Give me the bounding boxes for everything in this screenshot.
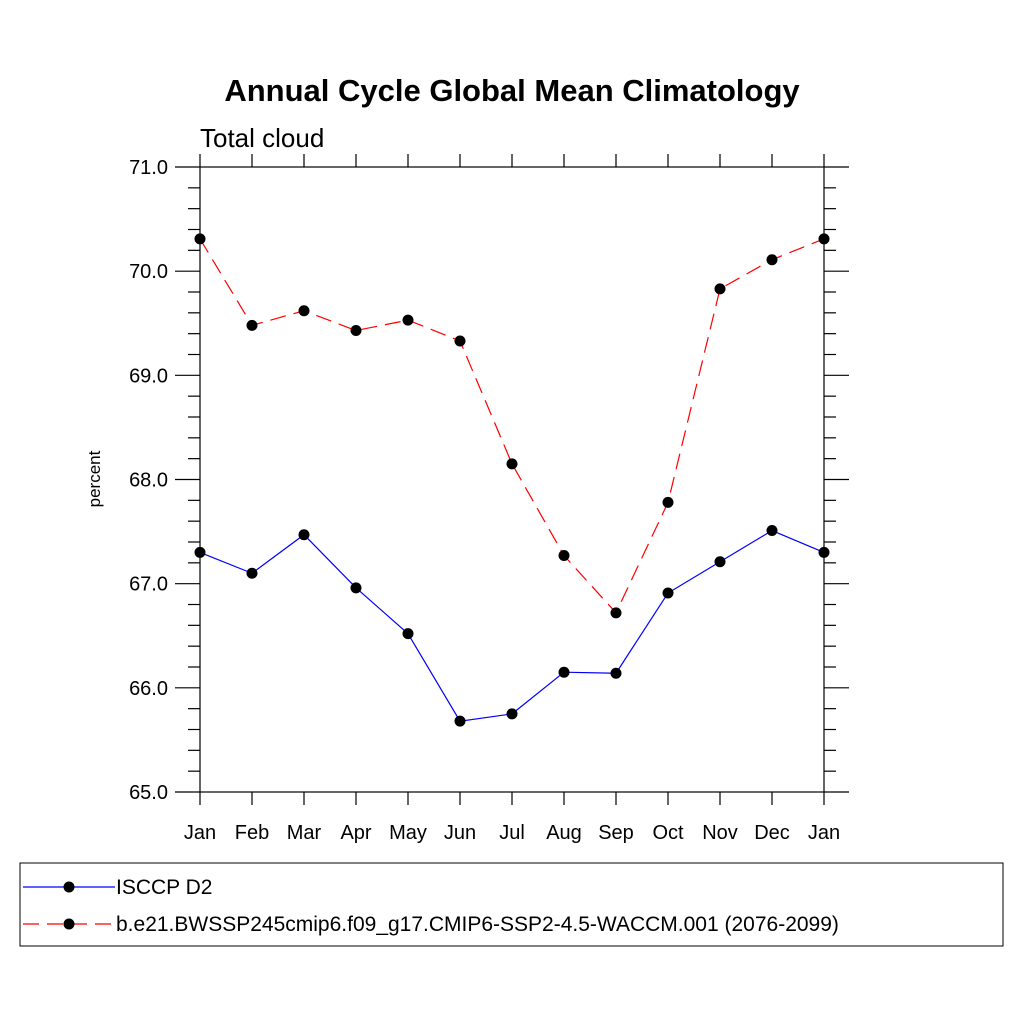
data-point xyxy=(454,335,466,347)
data-point xyxy=(714,556,726,568)
x-tick-label: Aug xyxy=(546,822,582,844)
y-tick-label: 68.0 xyxy=(129,470,168,492)
data-point xyxy=(506,708,518,720)
data-point xyxy=(610,667,622,679)
x-tick-label: Feb xyxy=(235,822,269,844)
plot-area-frame xyxy=(199,166,825,793)
legend-marker xyxy=(63,881,75,893)
data-point xyxy=(558,550,570,562)
x-tick-label: May xyxy=(389,822,427,844)
series-line xyxy=(199,529,825,722)
data-point xyxy=(402,314,414,326)
data-point xyxy=(350,325,362,337)
data-point xyxy=(766,525,778,537)
series-2 xyxy=(194,233,830,619)
x-tick-label: Dec xyxy=(754,822,790,844)
y-axis-label: percent xyxy=(85,450,104,507)
legend-marker xyxy=(63,918,75,930)
tick-labels: Jan Feb Mar Apr May Jun Jul Aug Sep Oct Nov Dec Jan 6… xyxy=(129,157,840,844)
x-tick-label: Jul xyxy=(499,822,525,844)
data-point xyxy=(246,567,258,579)
legend-box xyxy=(19,862,1004,947)
data-point xyxy=(246,319,258,331)
y-tick-label: 71.0 xyxy=(129,157,168,179)
y-tick-label: 70.0 xyxy=(129,261,168,283)
series-line xyxy=(199,238,825,614)
data-point xyxy=(298,529,310,541)
data-point xyxy=(298,305,310,317)
axis-ticks xyxy=(175,154,849,805)
data-point xyxy=(610,607,622,619)
series-1 xyxy=(194,525,830,727)
data-point xyxy=(506,458,518,470)
x-tick-label: Jan xyxy=(184,822,216,844)
x-tick-label: Jun xyxy=(444,822,476,844)
x-tick-label: Apr xyxy=(340,822,371,844)
legend-label: b.e21.BWSSP245cmip6.f09_g17.CMIP6-SSP2-4… xyxy=(116,913,839,936)
legend-label: ISCCP D2 xyxy=(116,876,212,899)
x-tick-label: Nov xyxy=(702,822,738,844)
legend: ISCCP D2 b.e21.BWSSP245cmip6.f09_g17.CMIP… xyxy=(19,862,1004,947)
series-layer xyxy=(194,233,830,727)
data-point xyxy=(402,628,414,640)
y-tick-label: 69.0 xyxy=(129,365,168,387)
x-tick-label: Oct xyxy=(652,822,684,844)
data-point xyxy=(350,582,362,594)
x-tick-label: Sep xyxy=(598,822,634,844)
data-point xyxy=(662,587,674,599)
y-tick-label: 66.0 xyxy=(129,678,168,700)
data-point xyxy=(714,283,726,295)
x-tick-label: Mar xyxy=(287,822,322,844)
x-tick-label: Jan xyxy=(808,822,840,844)
data-point xyxy=(662,496,674,508)
chart-subtitle: Total cloud xyxy=(200,123,324,153)
data-point xyxy=(766,254,778,266)
data-point xyxy=(454,715,466,727)
y-tick-label: 67.0 xyxy=(129,574,168,596)
data-point xyxy=(558,666,570,678)
chart-title: Annual Cycle Global Mean Climatology xyxy=(224,73,800,108)
y-tick-label: 65.0 xyxy=(129,782,168,804)
